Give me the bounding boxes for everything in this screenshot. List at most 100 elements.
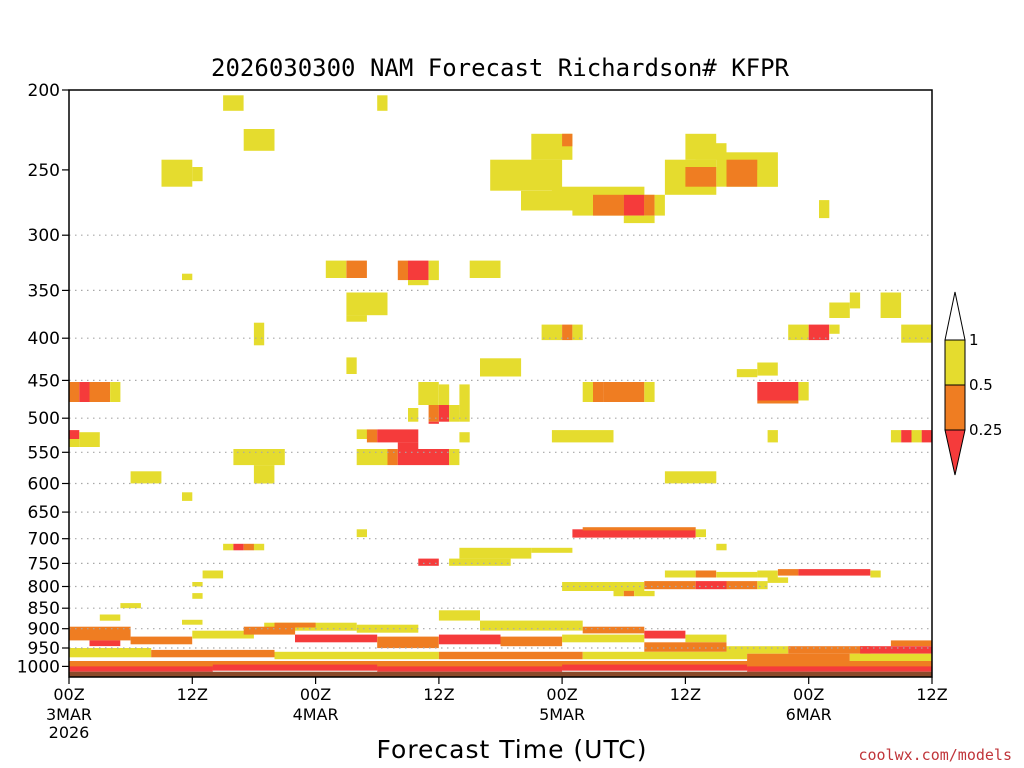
cell-ri-0.5-1 <box>716 543 727 551</box>
cell-ri-below-0.25 <box>572 529 696 538</box>
cell-ri-0.25-0.5 <box>788 646 871 654</box>
cell-ri-below-0.25 <box>438 405 450 422</box>
cell-ri-below-0.25 <box>212 664 378 671</box>
cell-ri-below-0.25 <box>377 429 419 443</box>
cell-ri-0.25-0.5 <box>623 590 635 597</box>
cell-ri-0.25-0.5 <box>890 640 932 647</box>
cell-ri-0.25-0.5 <box>69 661 932 670</box>
y-tick-label: 800 <box>28 578 60 598</box>
cell-ri-0.25-0.5 <box>593 382 604 402</box>
cell-ri-below-0.25 <box>89 640 121 647</box>
cell-ri-0.5-1 <box>757 169 778 187</box>
cell-ri-0.5-1 <box>695 529 706 538</box>
cell-ri-0.5-1 <box>572 324 583 341</box>
cell-ri-0.5-1 <box>449 405 460 422</box>
cell-ri-0.5-1 <box>408 408 419 422</box>
cell-ri-below-0.25 <box>757 382 799 401</box>
cell-ri-0.5-1 <box>274 651 439 660</box>
cell-ri-0.5-1 <box>634 590 655 597</box>
credit-link[interactable]: coolwx.com/models <box>858 746 1012 764</box>
cell-ri-0.5-1 <box>613 590 624 597</box>
cell-ri-0.5-1 <box>459 547 532 559</box>
y-tick-label: 500 <box>28 409 60 429</box>
x-tick-date: 6MAR <box>786 705 832 724</box>
cell-ri-0.25-0.5 <box>346 260 367 278</box>
y-tick-label: 250 <box>28 161 60 181</box>
plot-frame <box>68 89 933 678</box>
cell-ri-0.5-1 <box>438 610 480 621</box>
cell-ri-0.5-1 <box>459 432 470 443</box>
cell-ri-0.5-1 <box>829 302 850 318</box>
cell-ri-below-0.25 <box>798 569 871 576</box>
cell-ri-0.25-0.5 <box>69 626 131 641</box>
cell-ri-below-0.25 <box>79 382 90 402</box>
cell-ri-0.5-1 <box>521 190 563 211</box>
cell-ri-0.5-1 <box>685 634 727 643</box>
cell-ri-0.25-0.5 <box>151 649 275 658</box>
cell-ri-0.5-1 <box>644 382 655 402</box>
cell-ri-0.5-1 <box>531 547 573 553</box>
cell-ri-below-0.25 <box>397 442 419 449</box>
y-tick-label: 700 <box>28 530 60 550</box>
cell-ri-0.5-1 <box>182 619 203 625</box>
cell-ri-below-0.25 <box>562 664 747 671</box>
cell-ri-below-0.25 <box>295 634 378 643</box>
cell-ri-0.5-1 <box>120 603 141 609</box>
cell-ri-0.5-1 <box>161 159 193 187</box>
cell-ri-0.5-1 <box>346 315 367 322</box>
cell-ri-0.5-1 <box>408 280 429 286</box>
cell-ri-below-0.25 <box>233 543 244 551</box>
x-tick-label: 12Z <box>670 685 701 704</box>
cell-ri-0.25-0.5 <box>69 382 80 402</box>
y-tick-label: 350 <box>28 281 60 301</box>
cell-ri-0.5-1 <box>582 651 748 660</box>
cell-ri-0.25-0.5 <box>726 159 758 187</box>
cell-ri-0.25-0.5 <box>366 429 378 443</box>
cell-ri-0.5-1 <box>664 471 717 484</box>
y-tick-label: 600 <box>28 475 60 495</box>
x-tick-date: 4MAR <box>293 705 339 724</box>
x-tick-label: 00Z <box>300 685 331 704</box>
y-tick-label: 650 <box>28 503 60 523</box>
cell-ri-0.25-0.5 <box>274 622 316 628</box>
cell-ri-0.5-1 <box>253 465 275 484</box>
cell-ri-0.25-0.5 <box>397 260 409 281</box>
cell-ri-0.5-1 <box>757 570 778 578</box>
cell-ri-below-0.25 <box>438 634 501 645</box>
cell-ri-below-0.25 <box>623 194 645 216</box>
cell-ri-below-0.25 <box>408 260 429 281</box>
legend-label-1: 1 <box>969 331 979 349</box>
y-tick-label: 1000 <box>17 657 60 677</box>
cell-ri-0.5-1 <box>623 215 655 224</box>
cell-ri-0.25-0.5 <box>695 570 717 578</box>
cell-ri-0.5-1 <box>438 384 450 405</box>
cell-ri-0.5-1 <box>182 273 193 281</box>
cell-ri-0.5-1 <box>469 260 501 278</box>
cell-ri-0.25-0.5 <box>644 194 655 216</box>
x-tick-date: 5MAR <box>539 705 585 724</box>
cell-ri-0.5-1 <box>130 471 162 484</box>
cell-ri-0.25-0.5 <box>243 626 296 635</box>
x-tick-date: 3MAR <box>46 705 92 724</box>
cell-ri-0.5-1 <box>459 384 470 422</box>
x-tick-label: 12Z <box>177 685 208 704</box>
cell-ri-0.25-0.5 <box>726 581 758 590</box>
cell-ri-0.5-1 <box>798 382 809 401</box>
cell-ri-0.25-0.5 <box>757 400 799 404</box>
cell-ri-below-0.25 <box>695 581 727 590</box>
cell-ri-0.5-1 <box>726 646 789 654</box>
cell-ri-0.5-1 <box>664 570 696 578</box>
y-tick-label: 550 <box>28 443 60 463</box>
cell-ri-below-0.25 <box>808 324 830 341</box>
cell-ri-0.5-1 <box>582 382 593 402</box>
cell-ri-0.5-1 <box>901 324 932 343</box>
cell-ri-below-0.25 <box>377 666 563 672</box>
y-tick-label: 950 <box>28 639 60 659</box>
x-tick-label: 12Z <box>423 685 454 704</box>
cell-ri-0.5-1 <box>356 529 367 538</box>
cell-ri-0.5-1 <box>202 570 224 579</box>
cell-ri-0.5-1 <box>69 439 80 447</box>
cell-ri-0.5-1 <box>223 95 244 111</box>
cell-ri-0.25-0.5 <box>438 651 583 660</box>
cell-ri-0.5-1 <box>541 324 563 341</box>
